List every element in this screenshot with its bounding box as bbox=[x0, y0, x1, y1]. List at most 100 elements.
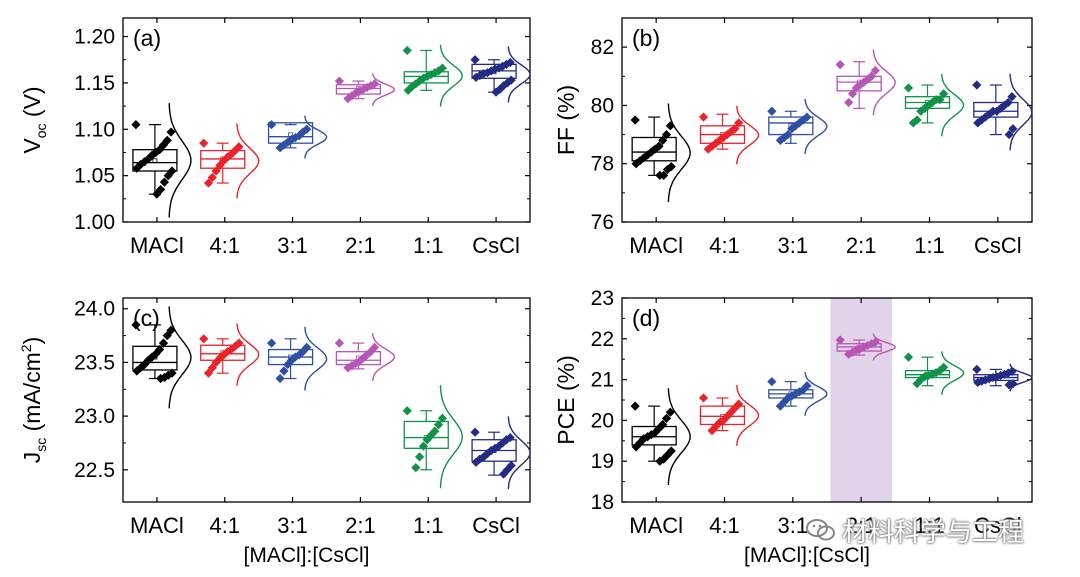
data-point bbox=[870, 337, 880, 347]
data-point bbox=[630, 115, 640, 125]
distribution-curve bbox=[507, 416, 531, 490]
data-point bbox=[411, 463, 421, 473]
data-point bbox=[506, 75, 516, 85]
panel-a: 1.00 1.05 1.10 1.15 1.20 MACl 4:1 3:1 2:1 1:1 CsCl… bbox=[19, 17, 531, 258]
distribution-curve bbox=[304, 326, 328, 391]
y-axis-label: Jsc (mA/cm2) bbox=[18, 337, 49, 464]
series-4-1 bbox=[199, 323, 260, 386]
distribution-curve bbox=[941, 73, 965, 137]
data-point bbox=[783, 393, 793, 403]
data-point bbox=[939, 89, 949, 99]
data-point bbox=[726, 407, 736, 417]
y-axis-label-unit: (V) bbox=[19, 86, 45, 123]
data-point bbox=[912, 115, 922, 125]
data-point bbox=[972, 364, 982, 374]
data-point bbox=[999, 369, 1009, 379]
box bbox=[973, 101, 1019, 118]
data-point bbox=[711, 421, 721, 432]
panel-c: 22.5 23.0 23.5 24.0 MACl 4:1 3:1 2:1 1:1 CsCl [MAC… bbox=[18, 297, 531, 567]
watermark: 材料科学与工程 bbox=[806, 510, 1024, 550]
data-point bbox=[152, 189, 162, 199]
data-point bbox=[354, 356, 364, 366]
data-point bbox=[939, 362, 949, 372]
data-point bbox=[163, 370, 173, 380]
data-point bbox=[779, 397, 789, 407]
distribution-curve bbox=[372, 73, 396, 106]
data-point bbox=[734, 399, 744, 409]
y-tick-label: 24.0 bbox=[74, 298, 115, 321]
data-point bbox=[350, 358, 361, 369]
y-tick-label: 23.0 bbox=[74, 405, 115, 428]
plot-frame bbox=[122, 17, 531, 223]
data-point bbox=[402, 45, 412, 56]
data-point bbox=[131, 120, 141, 130]
distribution-curve bbox=[736, 384, 760, 446]
data-point bbox=[923, 370, 934, 381]
data-point bbox=[775, 401, 785, 411]
x-tick-label-4-1: 4:1 bbox=[209, 233, 240, 258]
data-point bbox=[639, 153, 649, 163]
series-2-1 bbox=[835, 333, 896, 361]
data-point bbox=[844, 349, 854, 359]
data-point bbox=[859, 342, 869, 352]
series-1-1 bbox=[402, 385, 464, 489]
box bbox=[200, 344, 246, 361]
data-point bbox=[158, 338, 169, 348]
data-point bbox=[912, 379, 922, 389]
data-point bbox=[498, 438, 508, 448]
data-point bbox=[343, 363, 353, 373]
data-point bbox=[415, 76, 425, 86]
y-tick-label: 78 bbox=[591, 153, 614, 176]
data-point bbox=[698, 393, 709, 403]
x-tick-label-cscl: CsCl bbox=[974, 233, 1022, 258]
data-point bbox=[847, 347, 858, 357]
mean-marker bbox=[152, 158, 158, 164]
y-axis-label-main: J bbox=[19, 452, 45, 464]
box bbox=[403, 420, 449, 449]
data-point bbox=[787, 124, 797, 134]
x-tick-label-cscl: CsCl bbox=[974, 513, 1022, 538]
plot-frame bbox=[621, 17, 1033, 223]
x-tick-label-3-1: 3:1 bbox=[778, 513, 809, 538]
distribution-curve bbox=[667, 103, 691, 203]
data-point bbox=[835, 335, 845, 345]
data-point bbox=[294, 350, 304, 360]
box bbox=[836, 75, 882, 92]
x-tick-label-1-1: 1:1 bbox=[413, 513, 444, 538]
series-macl bbox=[630, 103, 691, 203]
data-point bbox=[470, 55, 480, 65]
data-point bbox=[136, 363, 146, 373]
y-axis-label-main: FF (%) bbox=[553, 85, 579, 155]
data-point bbox=[844, 97, 854, 108]
distribution-curve bbox=[168, 103, 192, 218]
data-point bbox=[863, 340, 873, 350]
distribution-curve bbox=[1009, 73, 1033, 151]
data-point bbox=[211, 357, 221, 368]
data-point bbox=[659, 454, 669, 464]
data-point bbox=[1008, 124, 1018, 134]
y-tick-label: 82 bbox=[591, 36, 614, 59]
data-point bbox=[418, 73, 428, 83]
series-cscl bbox=[470, 46, 531, 103]
distribution-curve bbox=[372, 333, 396, 382]
x-tick-label-3-1: 3:1 bbox=[277, 233, 308, 258]
x-tick-label-macl: MACl bbox=[130, 513, 184, 538]
data-point bbox=[794, 387, 804, 397]
x-tick-label-2-1: 2:1 bbox=[846, 233, 877, 258]
panel-label: (d) bbox=[632, 305, 660, 331]
data-point bbox=[916, 375, 926, 385]
data-point bbox=[290, 352, 300, 362]
data-point bbox=[665, 121, 675, 131]
data-point bbox=[707, 426, 717, 436]
data-point bbox=[415, 452, 425, 462]
data-point bbox=[980, 375, 990, 385]
data-point bbox=[199, 334, 209, 344]
y-tick-label: 76 bbox=[591, 211, 614, 234]
highlight-band bbox=[830, 298, 892, 502]
data-point bbox=[654, 141, 664, 151]
distribution-curve bbox=[667, 388, 691, 486]
data-point bbox=[411, 79, 421, 89]
data-point bbox=[658, 135, 668, 145]
data-point bbox=[654, 423, 664, 434]
data-point bbox=[863, 74, 873, 84]
